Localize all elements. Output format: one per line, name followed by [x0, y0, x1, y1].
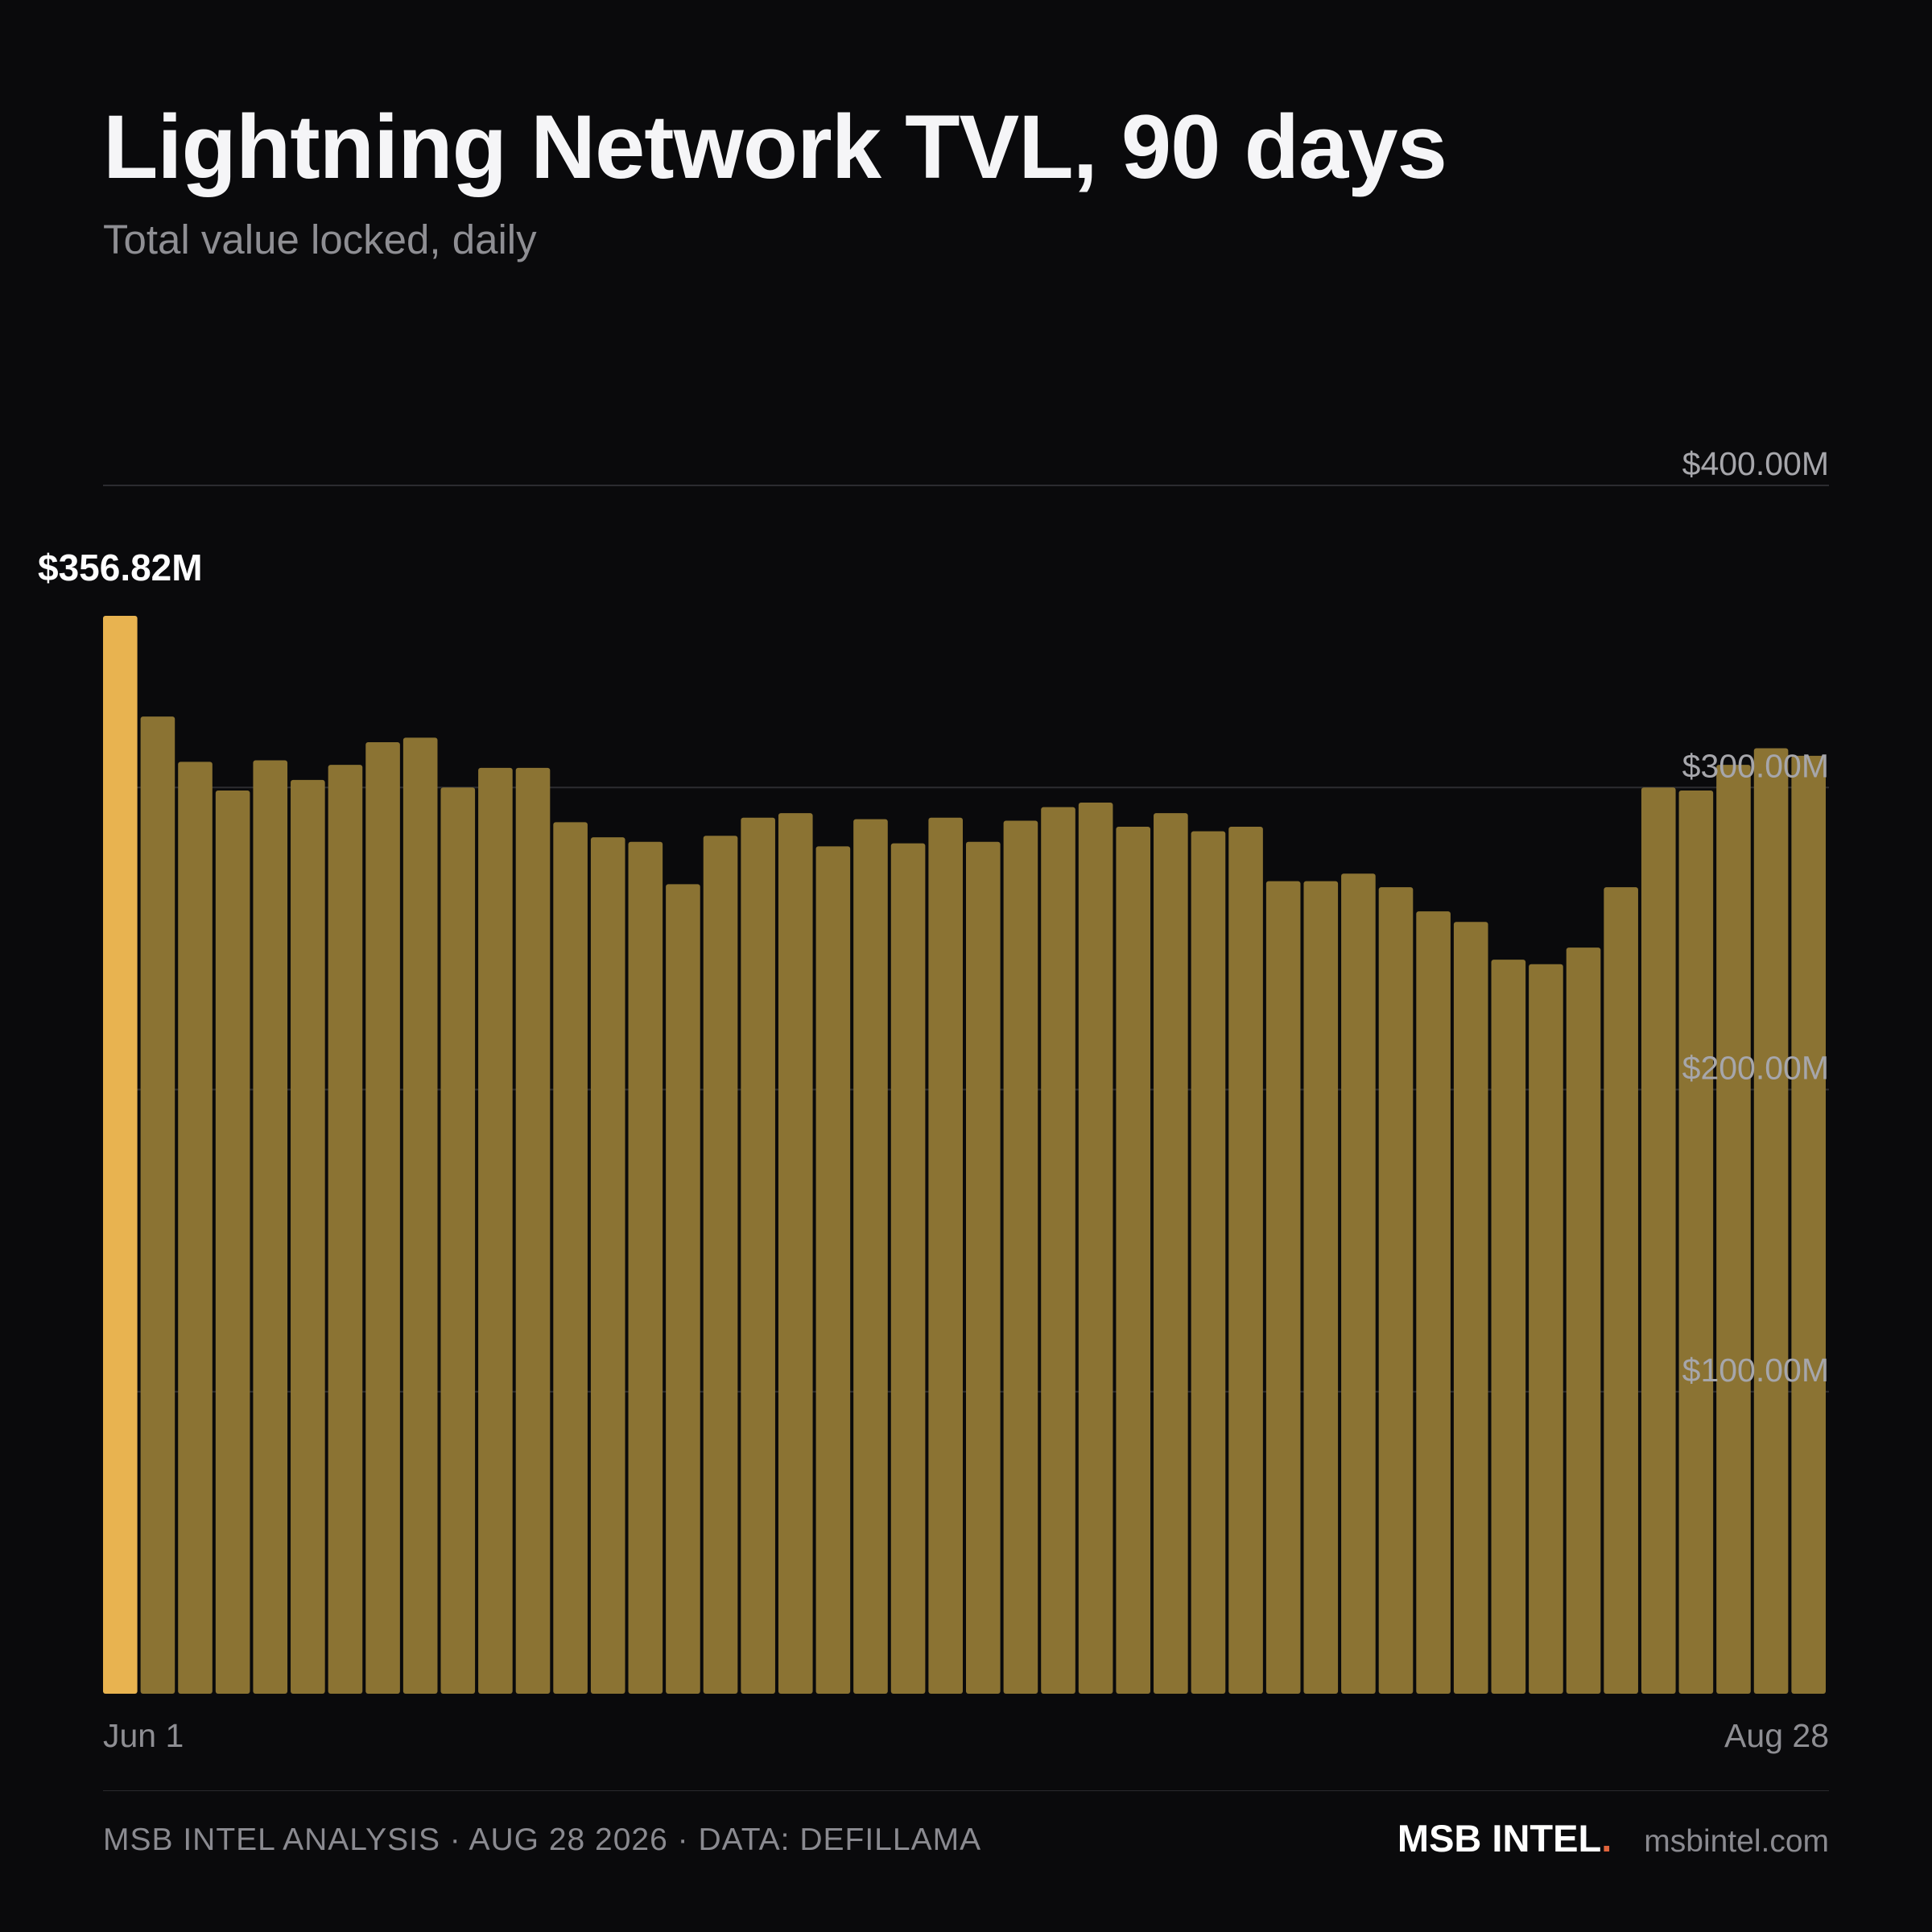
bar: [1003, 820, 1038, 1694]
bar: [1604, 887, 1638, 1694]
bar: [1491, 960, 1526, 1694]
footer-source: MSB INTEL ANALYSIS · AUG 28 2026 · DATA:…: [103, 1823, 982, 1857]
bar: [741, 817, 775, 1694]
bar: [1453, 922, 1488, 1694]
bar: [778, 813, 813, 1694]
bar: [140, 716, 175, 1694]
bar: [1641, 787, 1676, 1694]
bar: [815, 846, 851, 1694]
bar: [1303, 881, 1339, 1694]
bar: [1791, 755, 1826, 1694]
y-tick-label: $300.00M: [1682, 747, 1829, 784]
bar: [553, 822, 588, 1694]
bar: [291, 779, 325, 1694]
bar: [178, 762, 213, 1694]
bar: [1678, 791, 1714, 1694]
brand-logo-text: MSB INTEL: [1397, 1817, 1602, 1860]
bar: [440, 787, 476, 1694]
bar: [590, 837, 625, 1694]
bar: [628, 841, 663, 1694]
x-tick-label-end: Aug 28: [1724, 1717, 1829, 1754]
bar: [666, 884, 700, 1694]
footer-brand-block: MSB INTEL. msbintel.com: [1397, 1816, 1829, 1860]
bar: [215, 791, 250, 1694]
bar: [478, 767, 513, 1694]
brand-logo-dot: .: [1601, 1817, 1612, 1860]
bar: [890, 843, 926, 1694]
bar: [1566, 947, 1601, 1694]
site-link[interactable]: msbintel.com: [1644, 1824, 1829, 1859]
bar: [1341, 873, 1376, 1694]
tick-labels: $100.00M $200.00M $300.00M $400.00M $356.82M…: [38, 445, 1829, 1754]
bar: [928, 817, 963, 1694]
bar: [1116, 827, 1151, 1694]
bar: [853, 819, 888, 1694]
highlight-value-label: $356.82M: [38, 547, 203, 588]
chart-title: Lightning Network TVL, 90 days: [103, 97, 1447, 197]
bar: [1753, 748, 1789, 1694]
bar: [365, 741, 400, 1695]
footer-divider: [103, 1790, 1829, 1791]
bar: [1078, 803, 1113, 1694]
bar: [1378, 887, 1414, 1694]
y-tick-label: $400.00M: [1682, 445, 1829, 482]
bar: [1154, 813, 1188, 1694]
bar: [1529, 964, 1563, 1694]
bar: [703, 836, 738, 1694]
bar: [515, 767, 551, 1694]
y-tick-label: $200.00M: [1682, 1050, 1829, 1087]
chart-subtitle: Total value locked, daily: [103, 217, 537, 262]
x-tick-label-start: Jun 1: [103, 1717, 184, 1754]
bar: [966, 841, 1001, 1694]
bar: [1265, 881, 1301, 1694]
bar: [328, 765, 363, 1694]
bar: [402, 737, 438, 1694]
y-tick-label: $100.00M: [1682, 1352, 1829, 1389]
bars: [103, 616, 1826, 1695]
bar: [1416, 911, 1451, 1694]
bar: [1191, 831, 1226, 1694]
bar: [1228, 827, 1263, 1694]
bar: [1716, 765, 1751, 1694]
bar: [253, 760, 288, 1694]
bar-highlight: [103, 616, 138, 1694]
bar: [1041, 807, 1075, 1694]
